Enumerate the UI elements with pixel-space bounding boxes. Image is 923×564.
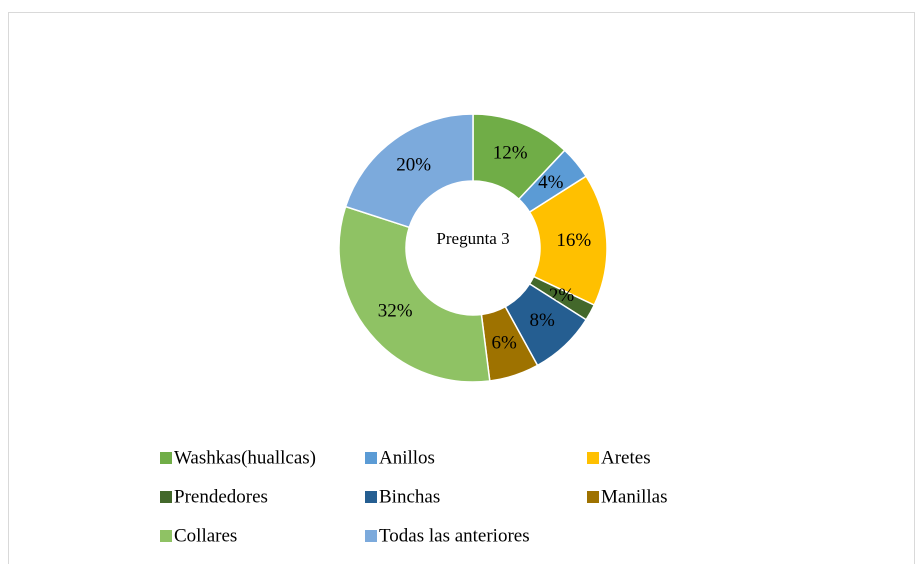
data-label: 16% [556, 230, 591, 251]
data-label: 6% [492, 332, 518, 353]
legend-label: Prendedores [174, 486, 268, 507]
legend-label: Anillos [379, 447, 435, 468]
chart-border [8, 12, 915, 564]
data-label: 32% [378, 301, 413, 322]
legend-swatch [365, 452, 377, 464]
center-title: Pregunta 3 [436, 229, 509, 248]
legend-label: Binchas [379, 486, 440, 507]
legend-swatch [160, 452, 172, 464]
legend-swatch [587, 452, 599, 464]
donut-segment [344, 113, 474, 229]
legend-swatch [160, 530, 172, 542]
data-label: 4% [538, 172, 564, 193]
data-label: 8% [529, 310, 555, 331]
legend-label: Collares [174, 525, 237, 546]
data-label: 20% [396, 155, 431, 176]
legend-label: Manillas [601, 486, 668, 507]
legend-swatch [587, 491, 599, 503]
donut-segment [338, 205, 491, 383]
legend-swatch [160, 491, 172, 503]
legend-swatch [365, 491, 377, 503]
legend-label: Todas las anteriores [379, 525, 530, 546]
legend-swatch [365, 530, 377, 542]
legend-label: Washkas(huallcas) [174, 447, 316, 468]
data-label: 12% [493, 142, 528, 163]
legend-label: Aretes [601, 447, 651, 468]
